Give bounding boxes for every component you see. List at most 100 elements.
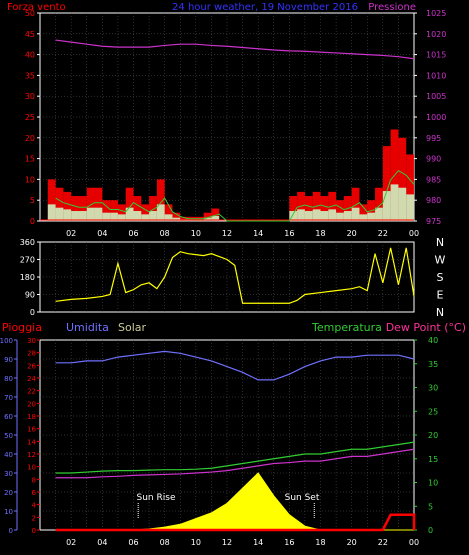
wind-speed-bar — [203, 212, 212, 221]
wind-speed-bar — [133, 196, 142, 221]
time-tick-label: 14 — [253, 229, 263, 238]
wind-speed-bar — [375, 187, 383, 221]
wind-speed-bar — [156, 179, 165, 221]
wind-calm-bar — [398, 187, 407, 221]
rain-axis-tick-label: 0 — [32, 527, 36, 535]
rain-axis-tick-label: 22 — [27, 388, 36, 396]
wind-calm-bar — [133, 211, 142, 221]
wind-calm-bar — [149, 211, 157, 221]
wind-speed-bar — [149, 196, 157, 221]
humidity-axis-tick-label: 90 — [4, 356, 13, 364]
wind-speed-bar — [63, 191, 72, 221]
wind-calm-bar — [156, 204, 165, 221]
dew-point-label: Dew Point (°C) — [386, 321, 466, 334]
wind-calm-bar — [390, 184, 399, 221]
climate-panel-grid — [40, 340, 414, 530]
temperature-axis-tick-label: 40 — [428, 336, 438, 345]
wind-speed-bar — [125, 187, 134, 221]
chart-title: 24 hour weather, 19 November 2016 — [172, 2, 358, 13]
wind-speed-bar — [398, 137, 407, 221]
wind-calm-bar — [203, 217, 212, 221]
compass-label: E — [437, 289, 444, 302]
rain-axis-tick-label: 26 — [27, 362, 36, 370]
time-tick-label: 04 — [97, 538, 107, 547]
wind-calm-bar — [110, 212, 118, 221]
solar-area — [55, 472, 414, 531]
time-tick-label: 12 — [222, 229, 232, 238]
wind-calm-bar — [406, 194, 414, 221]
wind-speed-bar — [47, 179, 56, 221]
humidity-axis-tick-label: 10 — [4, 508, 13, 516]
humidity-axis-tick-label: 20 — [4, 489, 13, 497]
solar-label: Solar — [118, 321, 147, 334]
wind-calm-bar — [172, 217, 181, 221]
wind-speed-bar — [336, 200, 344, 221]
sunset-label: Sun Set — [285, 493, 320, 503]
pressure-line — [55, 39, 415, 60]
humidity-axis-tick-label: 50 — [4, 432, 13, 440]
wind-calm-bar — [320, 211, 329, 221]
wind-axis-tick-label: 15 — [25, 155, 35, 164]
time-tick-label: 20 — [347, 538, 357, 547]
wind-speed-bar — [94, 187, 103, 221]
rain-axis-tick-label: 2 — [32, 514, 36, 522]
climate-time-axis: 02 04 06 08 10 12 14 16 18 20 22 00 — [66, 538, 419, 547]
temperature-axis-tick-label: 5 — [428, 502, 433, 511]
pressure-label: Pressione — [368, 2, 416, 13]
rain-axis-tick-label: 8 — [32, 476, 36, 484]
pressure-axis-tick-label: 975 — [426, 217, 441, 226]
wind-calm-bar — [328, 209, 337, 221]
pressure-axis-tick-label: 985 — [426, 175, 441, 184]
wind-panel-grid — [40, 13, 414, 221]
time-tick-label: 18 — [315, 538, 325, 547]
wind-calm-bar — [71, 211, 79, 221]
time-tick-label: 22 — [378, 538, 388, 547]
direction-axis-tick-label: 90 — [25, 291, 35, 300]
wind-calm-bar — [102, 212, 111, 221]
wind-calm-bar — [211, 216, 220, 221]
direction-series — [55, 247, 415, 304]
humidity-axis-tick-label: 70 — [4, 394, 13, 402]
wind-speed-bar — [55, 187, 64, 221]
temperature-line — [55, 441, 415, 474]
time-tick-label: 00 — [409, 229, 419, 238]
rain-axis-tick-label: 10 — [27, 464, 36, 472]
compass-label: S — [437, 271, 444, 284]
wind-axis-tick-label: 5 — [30, 196, 35, 205]
wind-speed-bar — [164, 204, 173, 221]
wind-calm-bar — [336, 212, 344, 221]
pressure-axis: 975 980 985 990 995 1000 1005 1010 1015 1020 1025 — [414, 9, 446, 226]
wind-speed-bar — [117, 204, 126, 221]
time-tick-label: 08 — [160, 229, 170, 238]
wind-axis-tick-label: 25 — [25, 113, 35, 122]
compass-label: N — [436, 306, 444, 319]
time-tick-label: 16 — [284, 229, 294, 238]
compass-label: W — [435, 254, 446, 267]
wind-speed-bar — [382, 146, 391, 221]
time-tick-label: 10 — [191, 538, 201, 547]
temperature-axis-tick-label: 30 — [428, 384, 438, 393]
wind-speed-bar — [304, 196, 313, 221]
pressure-axis-tick-label: 1005 — [426, 92, 446, 101]
rain-axis-tick-label: 4 — [32, 502, 37, 510]
time-tick-label: 10 — [191, 229, 201, 238]
wind-calm-bar — [297, 209, 305, 221]
time-tick-label: 12 — [222, 538, 232, 547]
direction-line — [55, 247, 415, 304]
time-tick-label: 02 — [66, 229, 76, 238]
dew-point-line — [55, 448, 415, 479]
wind-axis-tick-label: 10 — [25, 175, 35, 184]
wind-speed-bar — [102, 200, 111, 221]
rain-axis-tick-label: 16 — [27, 426, 36, 434]
pressure-axis-tick-label: 1010 — [426, 71, 446, 80]
wind-calm-bar — [117, 214, 126, 221]
wind-calm-bar — [343, 211, 352, 221]
direction-axis-tick-label: 270 — [20, 256, 35, 265]
direction-axis-tick-label: 0 — [30, 308, 35, 317]
pressure-axis-tick-label: 1000 — [426, 113, 446, 122]
time-tick-label: 02 — [66, 538, 76, 547]
temperature-label: Temperatura — [311, 321, 382, 334]
